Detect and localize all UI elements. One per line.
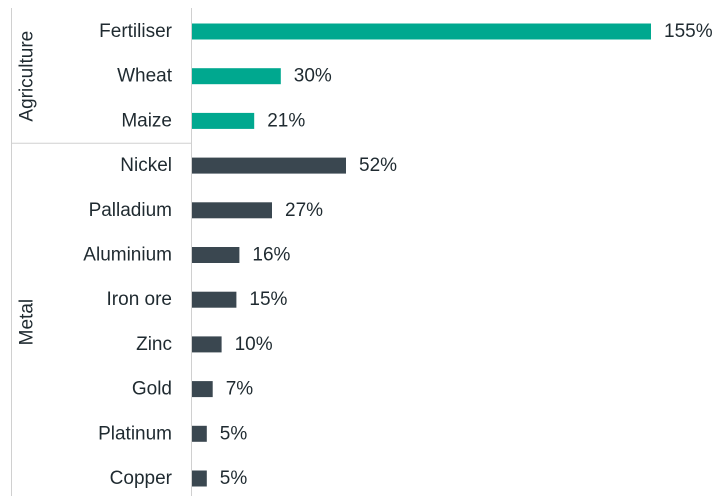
bar — [192, 425, 207, 442]
data-label: 16% — [252, 245, 290, 266]
bar — [192, 291, 237, 308]
category-label: Iron ore — [107, 289, 172, 310]
category-label: Fertiliser — [99, 21, 173, 42]
category-label: Copper — [110, 468, 173, 489]
data-label: 15% — [249, 289, 287, 310]
group-label: Metal — [17, 299, 38, 345]
data-label: 21% — [267, 110, 305, 131]
data-label: 52% — [359, 155, 397, 176]
category-label: Aluminium — [83, 245, 172, 266]
bar — [192, 112, 255, 129]
bar — [192, 202, 272, 219]
bar — [192, 247, 240, 263]
data-label: 5% — [220, 423, 248, 444]
data-label: 30% — [294, 66, 332, 87]
bar — [192, 157, 346, 174]
category-label: Maize — [121, 110, 172, 131]
bar — [192, 68, 281, 85]
bar — [192, 336, 222, 353]
data-label: 7% — [226, 379, 254, 400]
data-label: 5% — [220, 468, 248, 489]
category-label: Wheat — [117, 66, 173, 87]
bar — [192, 23, 651, 40]
category-label: Zinc — [136, 334, 172, 355]
data-label: 10% — [235, 334, 273, 355]
bar — [192, 470, 207, 487]
data-label: 27% — [285, 200, 323, 221]
category-label: Palladium — [89, 200, 172, 221]
category-label: Nickel — [120, 155, 172, 176]
data-label: 155% — [664, 21, 713, 42]
group-label: Agriculture — [17, 31, 38, 122]
category-label: Gold — [132, 379, 172, 400]
category-label: Platinum — [98, 423, 172, 444]
bar — [192, 381, 213, 398]
